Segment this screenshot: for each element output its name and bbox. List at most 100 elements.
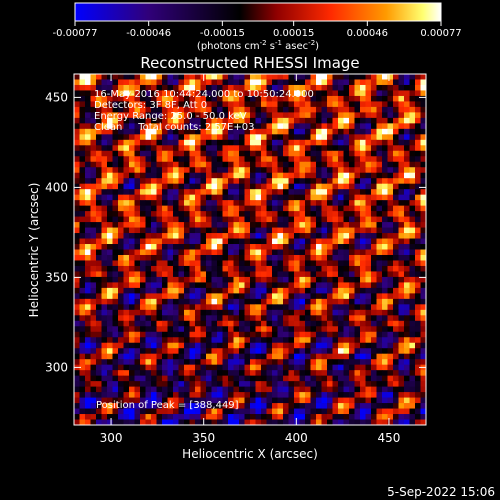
- heatmap-cell: [354, 359, 361, 366]
- heatmap-cell: [118, 271, 124, 278]
- heatmap-cell: [277, 320, 284, 327]
- heatmap-cell: [365, 227, 372, 234]
- heatmap-cell: [338, 265, 344, 272]
- heatmap-cell: [415, 320, 421, 327]
- heatmap-cell: [305, 397, 311, 404]
- heatmap-cell: [74, 342, 80, 349]
- heatmap-cell: [178, 106, 185, 113]
- heatmap-cell: [277, 254, 284, 261]
- heatmap-cell: [79, 287, 86, 294]
- heatmap-cell: [74, 359, 80, 366]
- heatmap-cell: [244, 238, 251, 245]
- heatmap-cell: [156, 342, 163, 349]
- heatmap-cell: [228, 381, 234, 388]
- heatmap-cell: [382, 79, 388, 86]
- heatmap-cell: [167, 112, 174, 119]
- heatmap-cell: [283, 123, 289, 130]
- heatmap-cell: [195, 145, 201, 152]
- heatmap-cell: [211, 194, 218, 201]
- heatmap-cell: [343, 211, 350, 217]
- heatmap-cell: [299, 74, 306, 80]
- heatmap-cell: [250, 403, 256, 409]
- heatmap-cell: [376, 342, 383, 349]
- heatmap-cell: [277, 249, 284, 256]
- heatmap-cell: [156, 134, 163, 141]
- heatmap-cell: [96, 79, 102, 86]
- heatmap-cell: [195, 161, 201, 168]
- heatmap-cell: [189, 287, 196, 294]
- heatmap-cell: [310, 84, 317, 91]
- heatmap-cell: [327, 315, 333, 322]
- heatmap-cell: [327, 348, 333, 355]
- heatmap-cell: [365, 375, 372, 382]
- heatmap-cell: [343, 95, 350, 102]
- heatmap-cell: [101, 309, 108, 316]
- heatmap-cell: [222, 403, 229, 409]
- heatmap-cell: [393, 298, 399, 305]
- heatmap-cell: [360, 337, 366, 344]
- heatmap-cell: [90, 348, 97, 355]
- heatmap-cell: [140, 419, 146, 426]
- heatmap-cell: [96, 101, 102, 108]
- heatmap-cell: [283, 304, 289, 311]
- heatmap-cell: [79, 282, 86, 289]
- annotation-time-range: 16-May-2016 10:44:24.000 to 10:50:24.000: [94, 89, 314, 100]
- heatmap-cell: [376, 150, 383, 157]
- heatmap-cell: [387, 222, 394, 228]
- heatmap-cell: [195, 123, 201, 130]
- heatmap-cell: [222, 238, 229, 245]
- heatmap-cell: [294, 298, 300, 305]
- heatmap-cell: [398, 293, 405, 300]
- heatmap-cell: [305, 211, 311, 217]
- heatmap-cell: [79, 397, 86, 404]
- heatmap-cell: [288, 260, 295, 267]
- heatmap-cell: [415, 183, 421, 190]
- heatmap-cell: [332, 156, 339, 163]
- heatmap-cell: [283, 370, 289, 377]
- heatmap-cell: [283, 95, 289, 102]
- heatmap-cell: [112, 200, 119, 207]
- heatmap-cell: [228, 298, 234, 305]
- heatmap-cell: [376, 287, 383, 294]
- heatmap-cell: [283, 90, 289, 97]
- heatmap-cell: [96, 282, 102, 289]
- heatmap-cell: [261, 331, 267, 338]
- heatmap-cell: [134, 260, 141, 267]
- heatmap-cell: [244, 342, 251, 349]
- heatmap-cell: [211, 233, 218, 239]
- heatmap-cell: [332, 222, 339, 228]
- heatmap-cell: [299, 315, 306, 322]
- heatmap-cell: [288, 183, 295, 190]
- heatmap-cell: [244, 106, 251, 113]
- heatmap-cell: [283, 101, 289, 108]
- heatmap-cell: [343, 408, 350, 415]
- heatmap-cell: [321, 304, 328, 311]
- heatmap-cell: [376, 408, 383, 415]
- heatmap-cell: [272, 134, 278, 141]
- heatmap-cell: [272, 112, 278, 119]
- heatmap-cell: [316, 172, 322, 179]
- heatmap-cell: [382, 271, 388, 278]
- heatmap-cell: [398, 172, 405, 179]
- heatmap-cell: [294, 79, 300, 86]
- heatmap-cell: [398, 112, 405, 119]
- heatmap-cell: [316, 364, 322, 371]
- heatmap-cell: [404, 106, 410, 113]
- heatmap-cell: [239, 101, 245, 108]
- heatmap-cell: [266, 112, 273, 119]
- heatmap-cell: [151, 189, 157, 196]
- heatmap-cell: [129, 156, 135, 163]
- heatmap-cell: [233, 375, 240, 382]
- heatmap-cell: [255, 260, 262, 267]
- heatmap-cell: [272, 293, 278, 300]
- heatmap-cell: [404, 375, 410, 382]
- heatmap-cell: [283, 222, 289, 228]
- heatmap-cell: [79, 293, 86, 300]
- heatmap-cell: [184, 265, 190, 272]
- heatmap-cell: [409, 287, 416, 294]
- heatmap-cell: [420, 249, 427, 256]
- heatmap-cell: [261, 205, 267, 212]
- heatmap-cell: [173, 145, 179, 152]
- heatmap-cell: [382, 150, 388, 157]
- heatmap-cell: [393, 74, 399, 80]
